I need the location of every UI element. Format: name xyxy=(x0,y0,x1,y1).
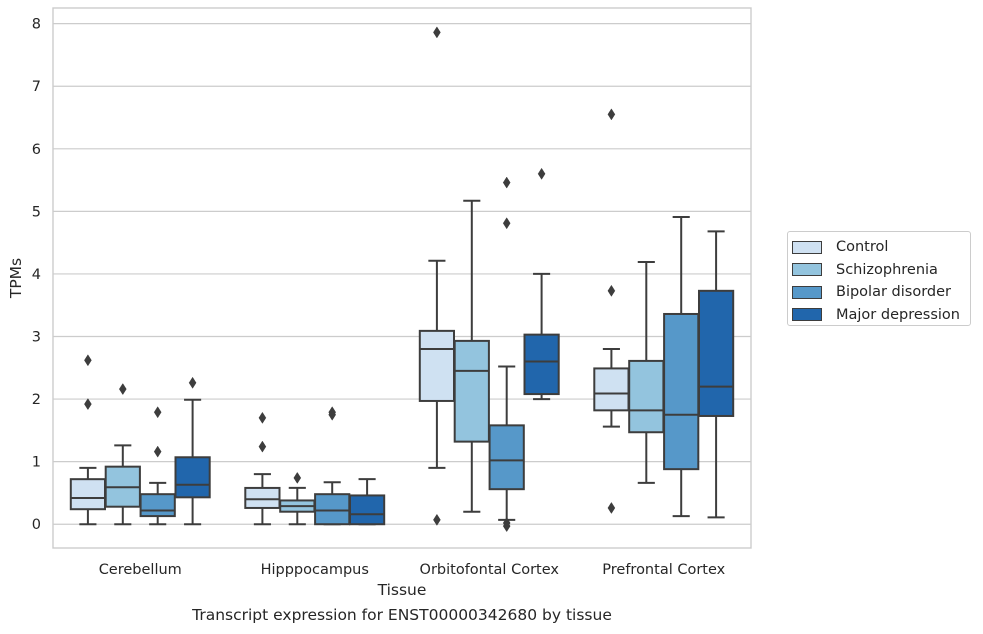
legend-item: Major depression xyxy=(792,304,970,327)
outlier-point xyxy=(258,440,267,453)
y-tick-label: 4 xyxy=(32,267,41,283)
legend-swatch xyxy=(792,285,822,299)
legend-label: Schizophrenia xyxy=(836,261,938,278)
outlier-point xyxy=(293,471,302,484)
box xyxy=(244,486,281,509)
box xyxy=(663,312,700,471)
x-tick-label: Prefrontal Cortex xyxy=(602,562,725,578)
box xyxy=(488,424,525,491)
x-axis-label: Tissue xyxy=(377,581,427,599)
box xyxy=(453,339,490,443)
y-tick-label: 2 xyxy=(32,392,41,408)
outlier-point xyxy=(502,217,511,230)
box xyxy=(697,289,735,417)
outlier-point xyxy=(258,411,267,424)
legend-item: Bipolar disorder xyxy=(792,281,970,304)
y-tick-label: 0 xyxy=(32,517,41,533)
box xyxy=(348,494,386,526)
box xyxy=(418,329,456,402)
y-tick-label: 8 xyxy=(32,17,41,33)
x-tick-label: Cerebellum xyxy=(99,562,182,578)
legend-swatch xyxy=(792,308,822,322)
box xyxy=(593,367,630,412)
box xyxy=(628,359,665,434)
legend-item: Schizophrenia xyxy=(792,259,970,282)
x-tick-label: Orbitofontal Cortex xyxy=(420,562,560,578)
outlier-point xyxy=(84,354,92,367)
outlier-point xyxy=(537,167,546,180)
outlier-point xyxy=(502,520,511,533)
box xyxy=(174,456,211,499)
legend-label: Control xyxy=(836,239,889,256)
box xyxy=(69,478,107,511)
box xyxy=(139,493,176,518)
outlier-point xyxy=(153,445,162,458)
box xyxy=(523,333,560,396)
x-tick-label: Hipppocampus xyxy=(261,562,369,578)
y-tick-label: 6 xyxy=(32,142,41,158)
outlier-point xyxy=(328,408,336,421)
outlier-point xyxy=(119,383,127,396)
outlier-point xyxy=(607,284,616,297)
outlier-point xyxy=(502,176,511,189)
outlier-point xyxy=(84,398,92,411)
legend: Control Schizophrenia Bipolar disorder Majo… xyxy=(787,231,971,326)
outlier-point xyxy=(188,376,197,389)
y-tick-label: 5 xyxy=(32,204,41,220)
box xyxy=(314,493,351,526)
legend-swatch xyxy=(792,263,822,277)
y-tick-label: 1 xyxy=(32,455,41,471)
outlier-point xyxy=(607,108,616,121)
legend-label: Bipolar disorder xyxy=(836,284,951,301)
legend-swatch xyxy=(792,240,822,254)
plot-frame xyxy=(52,7,752,549)
outlier-point xyxy=(433,26,441,39)
y-tick-label: 7 xyxy=(32,79,41,95)
outlier-point xyxy=(433,513,441,526)
legend-item: Control xyxy=(792,236,970,259)
y-tick-label: 3 xyxy=(32,330,41,346)
chart-caption: Transcript expression for ENST0000034268… xyxy=(192,606,612,624)
y-axis-label: TPMs xyxy=(7,258,25,299)
legend-label: Major depression xyxy=(836,306,960,323)
outlier-point xyxy=(153,406,162,419)
outlier-point xyxy=(607,501,616,514)
